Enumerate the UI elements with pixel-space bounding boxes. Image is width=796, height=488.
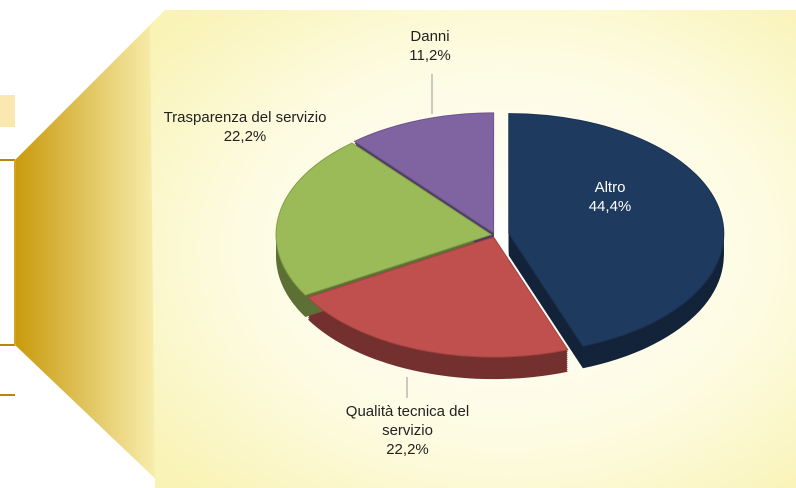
data-label: Qualità tecnica del servizio 22,2% (335, 402, 480, 459)
pie (275, 112, 725, 380)
label-value: 22,2% (223, 128, 267, 145)
label-value: 11,2% (409, 47, 451, 64)
label-name: Altro (594, 179, 626, 196)
tab (0, 95, 15, 127)
label-name: Danni (410, 28, 450, 45)
label-name: Trasparenza del servizio (163, 109, 327, 126)
slice (508, 113, 725, 347)
data-label: Danni 11,2% (375, 27, 485, 65)
connector (15, 10, 165, 488)
label-name: Qualità tecnica del servizio (345, 403, 470, 439)
label-value: 44,4% (588, 198, 632, 215)
label-value: 22,2% (386, 441, 429, 458)
data-label: Altro 44,4% (555, 178, 665, 216)
slice (275, 142, 493, 296)
slice (353, 112, 495, 234)
slice (306, 236, 569, 358)
data-label: Trasparenza del servizio 22,2% (160, 108, 330, 146)
